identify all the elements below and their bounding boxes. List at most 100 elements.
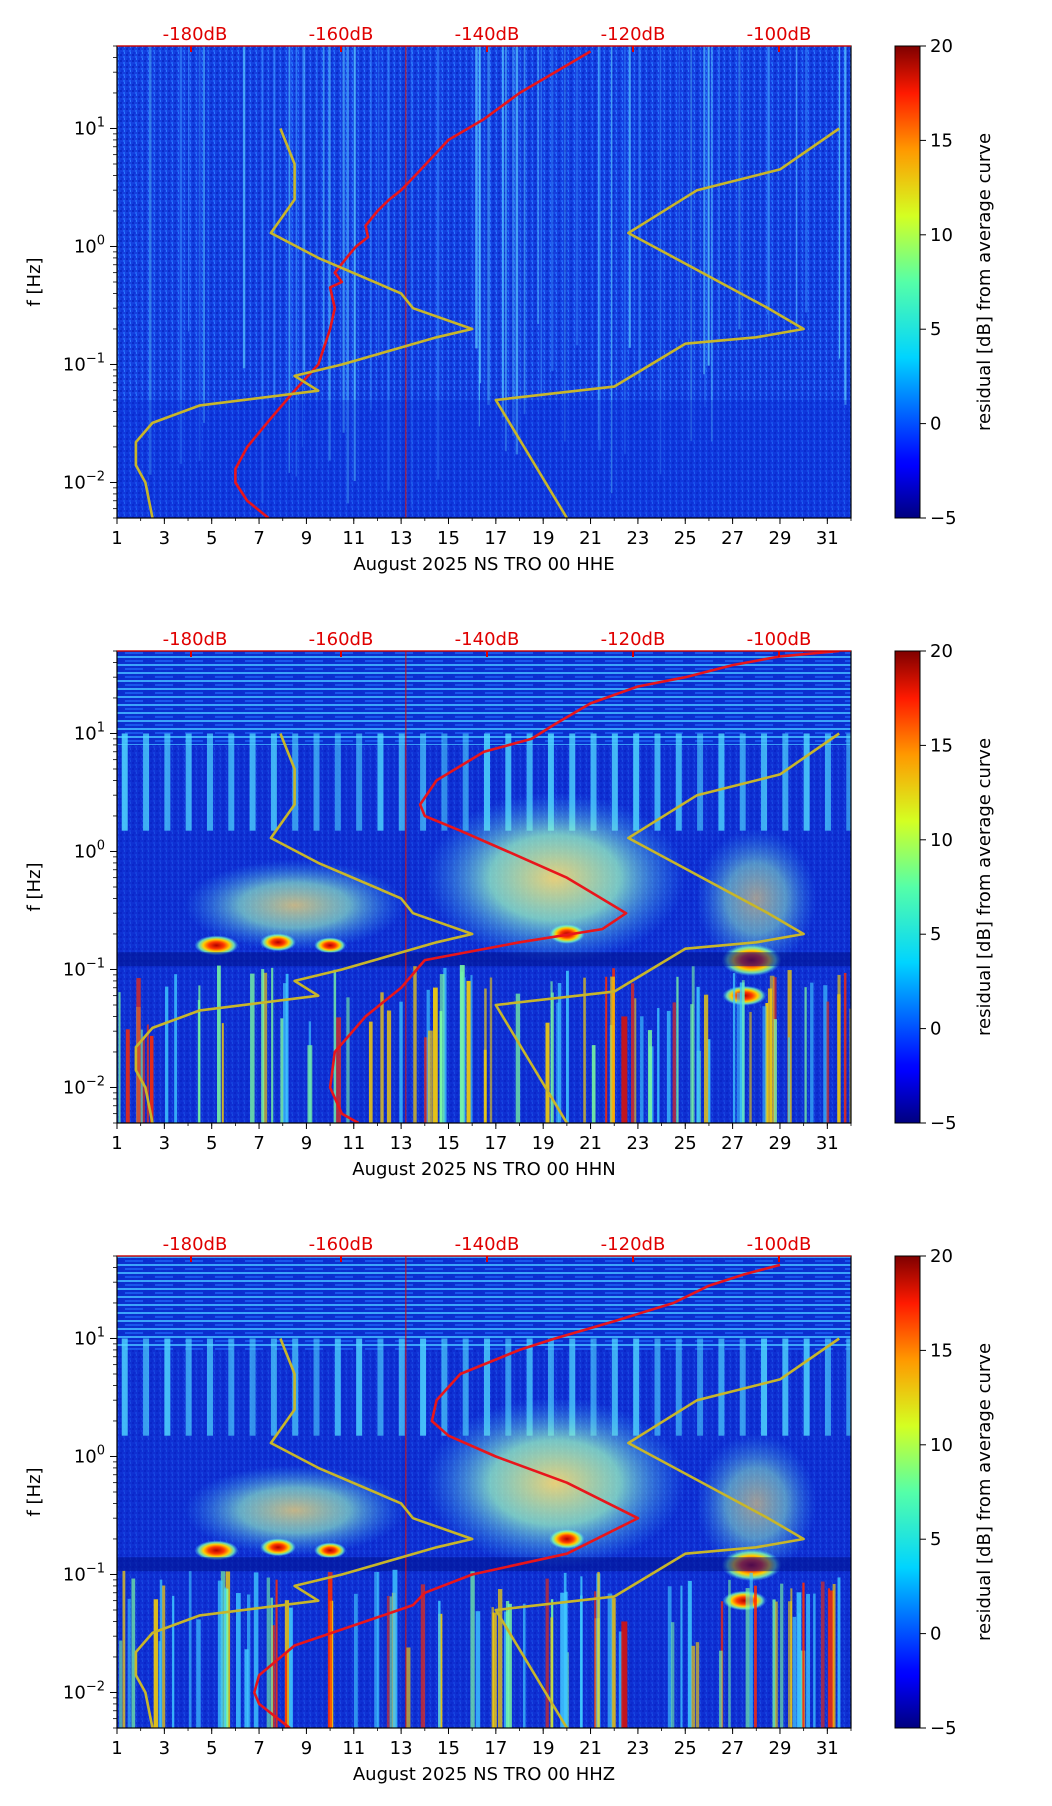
- heatmap-dark-band: [117, 1557, 851, 1572]
- x-tick-label: 15: [437, 1738, 460, 1759]
- heatmap-hotspot: [548, 1528, 585, 1549]
- heatmap-spike: [328, 1578, 333, 1728]
- heatmap-streak: [766, 46, 769, 315]
- heatmap-spike: [220, 1571, 226, 1728]
- heatmap-hotspot: [194, 1540, 239, 1561]
- heatmap-spike: [307, 1045, 313, 1123]
- heatmap-spike: [131, 1578, 136, 1728]
- heatmap-spike: [224, 1587, 227, 1728]
- x-tick-label: 27: [721, 1133, 744, 1154]
- heatmap-spike: [283, 983, 287, 1123]
- x-tick-label: 3: [159, 1738, 170, 1759]
- heatmap-spike: [806, 1593, 811, 1728]
- heatmap-column: [270, 733, 277, 831]
- heatmap-column: [228, 733, 235, 831]
- x-tick-label: 5: [206, 1133, 217, 1154]
- heatmap-spike: [380, 992, 384, 1123]
- heatmap-streak: [551, 46, 554, 371]
- heatmap-column: [228, 1338, 235, 1436]
- heatmap-spike: [607, 1593, 613, 1728]
- heatmap-streak: [475, 46, 478, 349]
- heatmap-column: [164, 733, 171, 831]
- heatmap-column: [846, 733, 851, 831]
- heatmap-spike: [433, 987, 438, 1123]
- heatmap-spike: [754, 1585, 757, 1728]
- heatmap-column: [334, 733, 341, 831]
- heatmap-spike: [672, 1002, 676, 1123]
- heatmap-spike: [610, 976, 615, 1123]
- heatmap-spike: [377, 1571, 380, 1728]
- colorbar-tick-label: 0: [930, 1624, 941, 1645]
- heatmap-plume: [425, 792, 686, 963]
- heatmap-column: [547, 1338, 554, 1436]
- heatmap-spike: [263, 972, 268, 1123]
- heatmap-column: [654, 1338, 661, 1436]
- heatmap-spike: [563, 1572, 567, 1728]
- heatmap-column: [824, 733, 831, 831]
- heatmap-streak: [342, 46, 345, 433]
- heatmap-spike: [780, 1583, 784, 1728]
- x-tick-label: 11: [342, 1738, 365, 1759]
- high-noise-model-curve: [494, 127, 840, 518]
- heatmap-spike: [470, 975, 473, 1123]
- heatmap-hf-bands: [117, 1256, 851, 1350]
- heatmap-spike: [691, 1645, 695, 1728]
- heatmap-column: [143, 1338, 150, 1436]
- db-tick-label: -140dB: [455, 24, 520, 45]
- heatmap-column: [739, 733, 746, 831]
- heatmap-column: [505, 733, 512, 831]
- heatmap-column: [164, 1338, 171, 1436]
- high-noise-model-curve: [494, 732, 840, 1123]
- y-tick-label: 10−2: [63, 1074, 105, 1098]
- heatmap-spike: [463, 977, 466, 1123]
- heatmap-streak: [678, 46, 680, 339]
- heatmap-spike: [687, 1580, 692, 1728]
- x-tick-label: 23: [626, 528, 649, 549]
- colorbar-1: −5 0 5 10 15 20 residual [dB] from average cur…: [894, 36, 995, 529]
- y-tick-label: 100: [74, 1443, 105, 1467]
- heatmap-spike: [826, 1001, 830, 1123]
- x-tick-label: 7: [253, 528, 264, 549]
- heatmap-streak: [575, 46, 579, 346]
- heatmap-spike: [475, 1611, 481, 1728]
- heatmap-spike: [146, 1024, 149, 1123]
- heatmap-spike: [266, 1577, 271, 1728]
- heatmap-spike: [813, 1593, 816, 1728]
- heatmap-spike: [489, 977, 493, 1123]
- heatmap-streak: [346, 46, 350, 504]
- heatmap-column: [270, 1338, 277, 1436]
- heatmap-streak: [289, 46, 292, 393]
- heatmap-plume: [425, 1397, 686, 1568]
- heatmap-spike: [333, 969, 337, 1123]
- heatmap-spike: [507, 1603, 512, 1728]
- heatmap-column: [356, 1338, 363, 1436]
- heatmap-spike: [566, 970, 569, 1123]
- heatmap-dark-band: [117, 952, 851, 967]
- heatmap-spike: [657, 1008, 660, 1123]
- colorbar-gradient: [894, 650, 921, 1124]
- y-tick-label: 100: [74, 233, 105, 257]
- colorbar-tick-label: 20: [930, 1246, 953, 1267]
- colorbar-tick-label: 10: [930, 1435, 953, 1456]
- heatmap-spike: [696, 986, 700, 1123]
- heatmap-streak: [198, 46, 201, 461]
- heatmap-column: [590, 733, 597, 831]
- heatmap-spike: [142, 1036, 145, 1123]
- heatmap-spike: [703, 994, 709, 1123]
- x-tick-label: 1: [111, 1133, 122, 1154]
- heatmap-base: [117, 46, 851, 518]
- heatmap-spike: [792, 1616, 797, 1728]
- heatmap-streak: [611, 46, 613, 494]
- heatmap-spike: [420, 1584, 426, 1728]
- colorbar-tick-label: −5: [930, 508, 957, 529]
- heatmap-streak: [295, 46, 298, 477]
- heatmap-1: [117, 46, 851, 518]
- heatmap-streak: [273, 46, 276, 400]
- heatmap-spike: [676, 976, 679, 1123]
- x-tick-label: 17: [484, 528, 507, 549]
- heatmap-column: [846, 1338, 851, 1436]
- x-tick-label: 7: [253, 1738, 264, 1759]
- heatmap-column: [569, 733, 576, 831]
- heatmap-spike: [484, 988, 487, 1123]
- y-axis-label: f [Hz]: [24, 862, 45, 911]
